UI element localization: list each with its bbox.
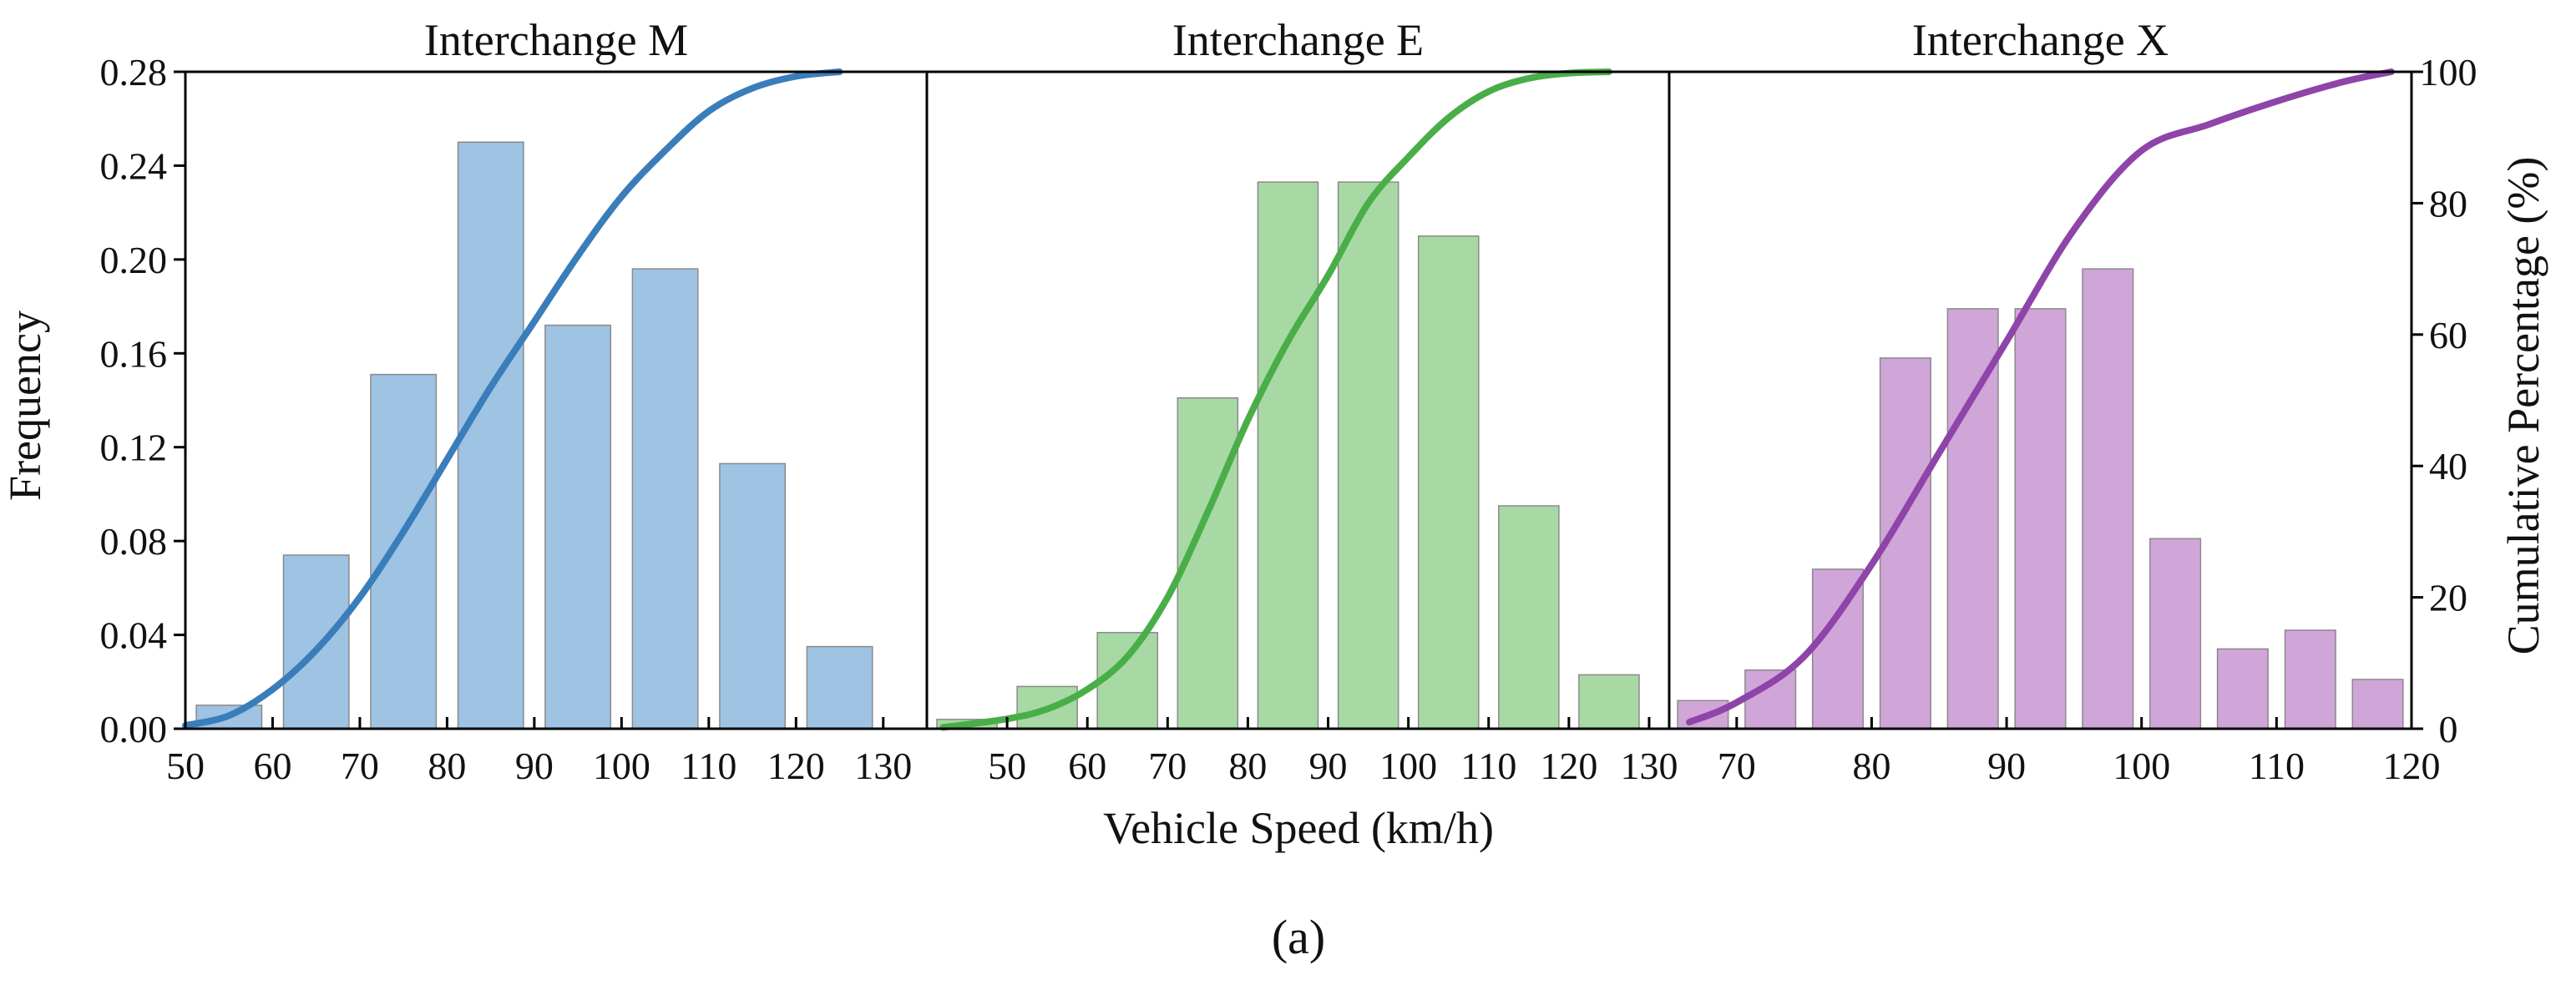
right-y-tick-label: 20 [2429, 577, 2467, 619]
histogram-bar [544, 324, 612, 730]
histogram-bar [2082, 268, 2134, 730]
x-tick-label: 70 [1148, 745, 1187, 787]
x-tick-label: 80 [1853, 745, 1891, 787]
histogram-bar [1337, 181, 1399, 730]
x-tick-label: 100 [593, 745, 650, 787]
histogram-bar [1744, 669, 1797, 730]
y-tick-label: 0.00 [100, 708, 168, 750]
chart-title: Interchange X [1912, 15, 2169, 65]
histogram-bar [1946, 308, 1999, 730]
x-tick-label: 130 [1621, 745, 1678, 787]
x-tick-label: 110 [1460, 745, 1516, 787]
histogram-bar [2216, 648, 2269, 730]
histogram-bar [370, 373, 438, 730]
right-y-tick-label: 60 [2429, 314, 2467, 356]
histogram-bar [457, 141, 524, 730]
histogram-bar [2284, 629, 2336, 730]
chart-panel-1: Interchange M 50 60 70 80 90 100 110 120 130 0.00 0… [100, 15, 929, 787]
chart-title: Interchange E [1172, 15, 1424, 65]
cumulative-percentage-line [1686, 68, 2395, 726]
x-tick-label: 110 [2249, 745, 2305, 787]
y-tick-label: 0.28 [100, 51, 168, 93]
x-tick-label: 100 [2113, 745, 2170, 787]
cumulative-percentage-line [939, 68, 1612, 731]
right-y-axis-label: Cumulative Percentage (%) [2498, 157, 2548, 655]
x-tick-label: 120 [1540, 745, 1597, 787]
y-tick-label: 0.08 [100, 520, 168, 563]
y-tick-label: 0.20 [100, 239, 168, 281]
x-tick-label: 120 [767, 745, 825, 787]
histogram-bar [1578, 674, 1640, 730]
histogram-bar [1417, 235, 1480, 730]
x-tick-label: 90 [1987, 745, 2026, 787]
x-axis-label: Vehicle Speed (km/h) [1103, 803, 1494, 853]
right-y-tick-label: 80 [2429, 182, 2467, 225]
figure-caption: (a) [1272, 910, 1325, 964]
plot-frame [1668, 70, 2413, 730]
cumulative-percentage-line [182, 68, 843, 730]
histogram-bar [719, 462, 787, 730]
histogram-bar [2351, 679, 2404, 730]
histogram-bar [631, 268, 699, 730]
x-tick-label: 120 [2383, 745, 2441, 787]
histogram-bar [2149, 538, 2202, 730]
y-tick-label: 0.04 [100, 614, 168, 657]
x-tick-label: 90 [1309, 745, 1348, 787]
histogram-bar [2014, 308, 2067, 730]
histogram-bar [282, 554, 350, 730]
x-tick-label: 60 [254, 745, 292, 787]
histogram-bar [806, 645, 873, 730]
left-y-axis-label: Frequency [0, 311, 50, 501]
right-y-tick-label: 40 [2429, 445, 2467, 487]
right-y-tick-label: 0 [2439, 708, 2458, 750]
chart-title: Interchange M [424, 15, 688, 65]
x-tick-label: 50 [166, 745, 205, 787]
x-tick-label: 130 [854, 745, 912, 787]
x-tick-label: 70 [341, 745, 379, 787]
y-tick-label: 0.24 [100, 144, 168, 187]
right-y-tick-label: 100 [2420, 51, 2477, 93]
chart-panel-2: Interchange E 50 60 70 80 90 100 110 120 130 [925, 15, 1678, 787]
histogram-bar [1257, 181, 1319, 730]
y-tick-label: 0.16 [100, 332, 168, 375]
histogram-bar [1498, 505, 1560, 730]
x-tick-label: 80 [1228, 745, 1267, 787]
x-tick-label: 50 [988, 745, 1026, 787]
x-tick-label: 110 [681, 745, 736, 787]
x-tick-label: 60 [1068, 745, 1106, 787]
x-tick-label: 90 [515, 745, 554, 787]
x-tick-label: 80 [428, 745, 466, 787]
x-tick-label: 70 [1718, 745, 1756, 787]
y-tick-label: 0.12 [100, 427, 168, 469]
x-tick-label: 100 [1379, 745, 1437, 787]
histogram-bar [1096, 632, 1159, 730]
